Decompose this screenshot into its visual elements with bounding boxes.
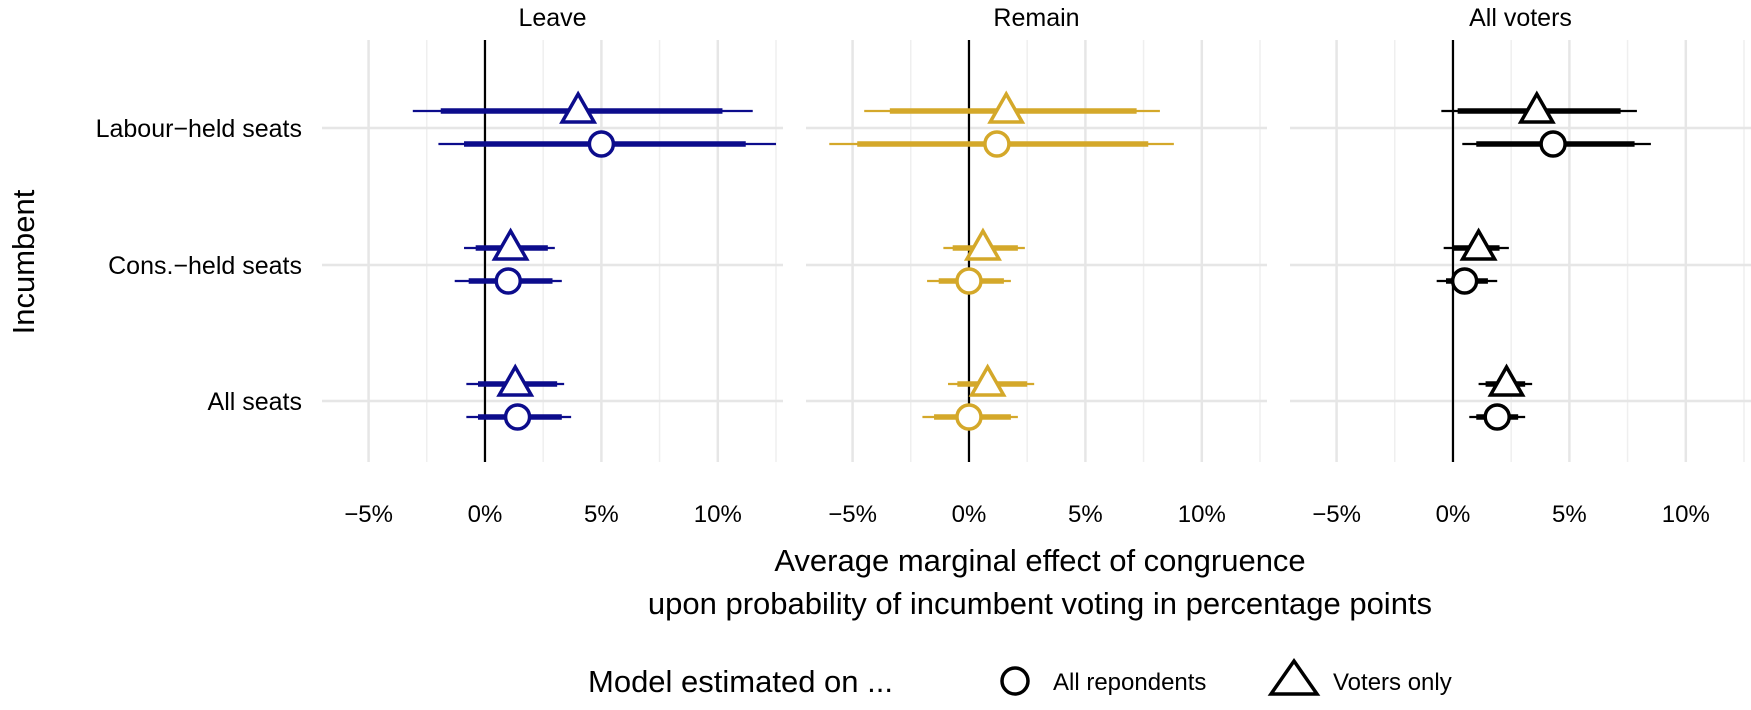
triangle-point-remain-labour-held-seats-voters-only	[987, 90, 1026, 124]
triangle-point-all-voters-all-seats-voters-only	[1487, 363, 1526, 397]
circle-point-leave-cons-held-seats-all-repondents	[494, 267, 523, 295]
triangle-point-all-voters-labour-held-seats-voters-only	[1517, 90, 1556, 124]
triangle-point-remain-all-seats-voters-only	[968, 363, 1007, 397]
x-axis-title-line2: upon probability of incumbent voting in …	[648, 586, 1432, 621]
circle-point-all-voters-labour-held-seats-all-repondents	[1539, 130, 1567, 158]
legend: Model estimated on ... All repondents Vo…	[588, 657, 1452, 699]
x-axis-title-line1: Average marginal effect of congruence	[774, 543, 1305, 578]
legend-title: Model estimated on ...	[588, 664, 893, 699]
legend-triangle-marker	[1267, 657, 1321, 696]
triangle-point-leave-cons-held-seats-voters-only	[491, 227, 530, 261]
x-tick-label-all-voters: 5%	[1552, 501, 1587, 528]
legend-circle-marker	[1000, 666, 1030, 696]
circle-point-remain-labour-held-seats-all-repondents	[983, 130, 1011, 158]
circle-point-remain-cons-held-seats-all-repondents	[955, 267, 983, 295]
panel-title-remain: Remain	[993, 4, 1079, 32]
x-tick-label-remain: −5%	[828, 501, 877, 528]
x-tick-label-remain: 5%	[1068, 501, 1103, 528]
circle-point-leave-all-seats-all-repondents	[503, 403, 532, 431]
y-category-label-cons-held-seats: Cons.−held seats	[108, 252, 302, 280]
mark-layer	[412, 90, 1651, 431]
x-tick-label-all-voters: −5%	[1312, 501, 1361, 528]
x-tick-label-all-voters: 0%	[1436, 501, 1471, 528]
y-category-label-all-seats: All seats	[208, 388, 302, 416]
circle-point-leave-labour-held-seats-all-repondents	[587, 130, 616, 158]
y-axis-title: Incumbent	[6, 189, 41, 334]
circle-point-remain-all-seats-all-repondents	[955, 403, 983, 431]
x-tick-label-leave: 10%	[694, 501, 742, 528]
legend-label-all-repondents: All repondents	[1053, 669, 1206, 696]
triangle-point-all-voters-cons-held-seats-voters-only	[1459, 227, 1498, 261]
circle-point-all-voters-all-seats-all-repondents	[1483, 403, 1511, 431]
panel-title-leave: Leave	[518, 4, 586, 32]
y-category-label-labour-held-seats: Labour−held seats	[96, 115, 302, 143]
circle-point-all-voters-cons-held-seats-all-repondents	[1450, 267, 1479, 295]
triangle-point-leave-all-seats-voters-only	[496, 363, 535, 397]
x-tick-label-all-voters: 10%	[1662, 501, 1710, 528]
triangle-point-leave-labour-held-seats-voters-only	[559, 90, 598, 124]
text-layer: Incumbent Average marginal effect of con…	[6, 4, 1710, 621]
triangle-point-remain-cons-held-seats-voters-only	[963, 227, 1002, 261]
x-tick-label-remain: 0%	[952, 501, 987, 528]
panel-title-all-voters: All voters	[1469, 4, 1572, 32]
x-tick-label-leave: 0%	[468, 501, 503, 528]
x-tick-label-remain: 10%	[1178, 501, 1226, 528]
legend-label-voters-only: Voters only	[1333, 669, 1452, 696]
x-tick-label-leave: 5%	[584, 501, 619, 528]
x-tick-label-leave: −5%	[344, 501, 393, 528]
